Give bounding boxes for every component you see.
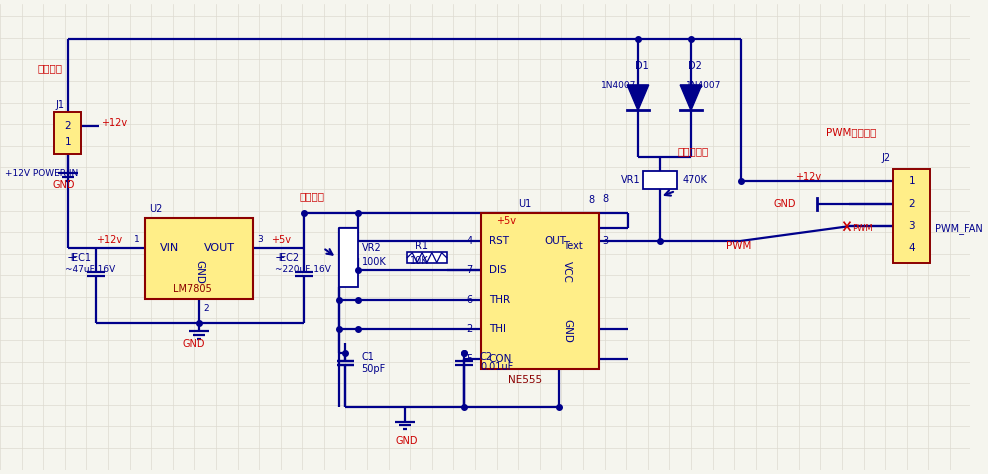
- Bar: [407, 252, 447, 264]
- Text: 1: 1: [133, 236, 139, 245]
- Text: VCC: VCC: [562, 261, 572, 283]
- Text: 2: 2: [64, 121, 71, 131]
- Text: D2: D2: [688, 61, 701, 71]
- Text: 4: 4: [908, 243, 915, 253]
- Text: VOUT: VOUT: [205, 243, 235, 253]
- Text: ~47uF 16V: ~47uF 16V: [65, 265, 115, 274]
- Text: GND: GND: [195, 260, 205, 284]
- Text: RST: RST: [489, 236, 509, 246]
- Text: U1: U1: [518, 199, 532, 209]
- Text: 2: 2: [204, 304, 208, 313]
- Text: 占空比调节: 占空比调节: [677, 146, 708, 156]
- Text: 10K: 10K: [410, 255, 429, 265]
- Text: +12v: +12v: [96, 235, 123, 245]
- Bar: [54, 112, 81, 154]
- Text: THI: THI: [489, 324, 506, 334]
- Text: EC2: EC2: [280, 253, 298, 263]
- Text: GND: GND: [395, 436, 418, 446]
- Text: LM7805: LM7805: [173, 284, 211, 294]
- Polygon shape: [680, 85, 701, 110]
- Text: VR2: VR2: [363, 243, 382, 253]
- Text: THR: THR: [489, 295, 510, 305]
- Text: VR1: VR1: [621, 175, 641, 185]
- Text: 3: 3: [257, 236, 263, 245]
- Text: ~220uF 16V: ~220uF 16V: [275, 265, 331, 274]
- Text: +12v: +12v: [101, 118, 127, 128]
- Text: NE555: NE555: [509, 375, 542, 385]
- Text: 1: 1: [908, 176, 915, 186]
- Text: 电源接口: 电源接口: [38, 63, 62, 73]
- Text: PWM风扇接口: PWM风扇接口: [826, 127, 876, 137]
- Text: GND: GND: [52, 180, 74, 190]
- Text: 4: 4: [466, 236, 472, 246]
- Text: 频率调节: 频率调节: [299, 191, 324, 201]
- Text: 3: 3: [603, 236, 609, 246]
- Polygon shape: [627, 85, 649, 110]
- Text: +12v: +12v: [795, 172, 821, 182]
- Text: 8: 8: [589, 195, 595, 205]
- Text: 100K: 100K: [363, 256, 387, 266]
- Text: PWM: PWM: [852, 224, 872, 233]
- Text: R1: R1: [415, 241, 428, 251]
- Text: +: +: [67, 251, 77, 264]
- Text: CON: CON: [489, 354, 512, 364]
- Text: J1: J1: [56, 100, 65, 110]
- Text: EC1: EC1: [72, 253, 91, 263]
- Text: 50pF: 50pF: [362, 364, 385, 374]
- Text: 5: 5: [466, 354, 472, 364]
- Text: 1: 1: [64, 137, 71, 147]
- Text: VIN: VIN: [160, 243, 179, 253]
- Text: +: +: [275, 251, 286, 264]
- Text: GND: GND: [774, 199, 796, 209]
- Text: 2: 2: [466, 324, 472, 334]
- Text: C2: C2: [480, 352, 493, 362]
- Text: 470K: 470K: [682, 175, 707, 185]
- Text: C1: C1: [362, 352, 374, 362]
- Bar: [893, 169, 931, 263]
- Text: 1N4007: 1N4007: [686, 82, 721, 91]
- Text: +5v: +5v: [271, 235, 290, 245]
- Bar: [145, 219, 253, 299]
- Text: DIS: DIS: [489, 265, 507, 275]
- Text: PWM_FAN: PWM_FAN: [936, 223, 983, 234]
- Text: GND: GND: [183, 339, 206, 349]
- Text: J2: J2: [881, 153, 890, 163]
- Text: +12V POWER IN: +12V POWER IN: [5, 169, 78, 178]
- Text: U2: U2: [149, 203, 163, 214]
- Text: GND: GND: [562, 319, 572, 343]
- Bar: [643, 171, 677, 189]
- Text: PWM: PWM: [726, 241, 752, 251]
- Text: 8: 8: [603, 194, 609, 204]
- Text: D1: D1: [635, 61, 649, 71]
- Bar: [481, 213, 599, 368]
- Text: 2: 2: [908, 199, 915, 209]
- Text: 1N4007: 1N4007: [601, 82, 636, 91]
- Text: +5v: +5v: [496, 216, 516, 226]
- Text: Text: Text: [563, 241, 583, 251]
- Text: 7: 7: [466, 265, 472, 275]
- Text: OUT: OUT: [544, 236, 567, 246]
- Text: 3: 3: [908, 221, 915, 231]
- Text: 0.01uF: 0.01uF: [480, 362, 513, 372]
- Text: 6: 6: [466, 295, 472, 305]
- Bar: [339, 228, 359, 287]
